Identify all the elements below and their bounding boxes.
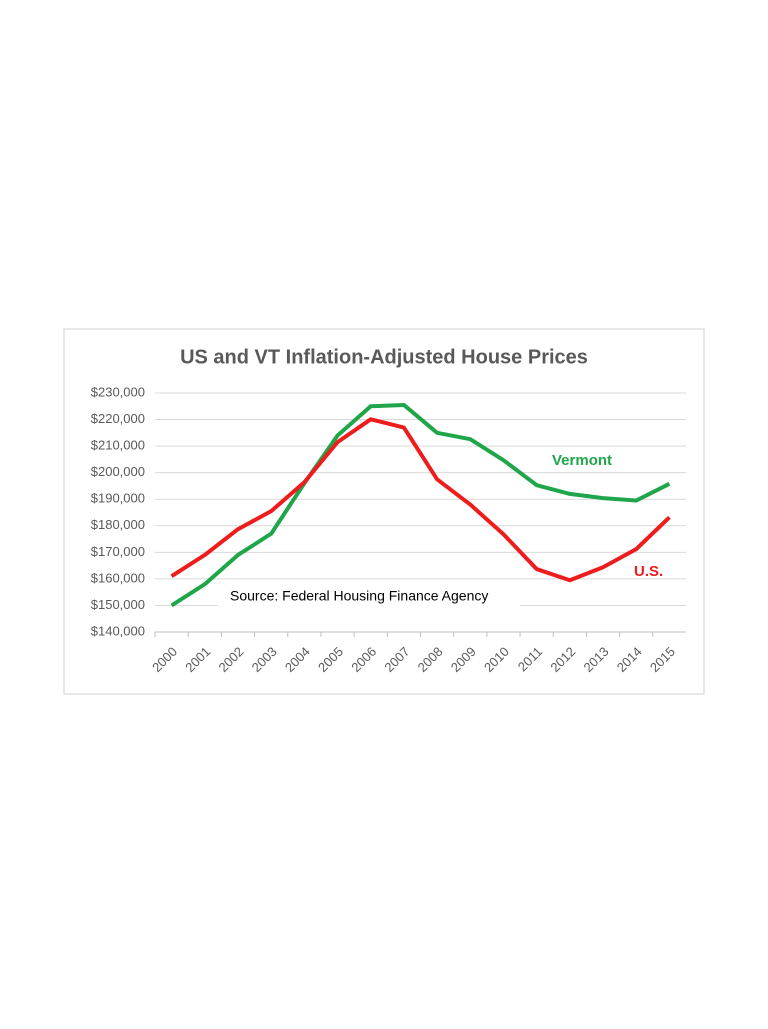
y-tick-label: $190,000 [91,491,145,506]
y-tick-label: $220,000 [91,411,145,426]
legend-label: U.S. [634,563,663,580]
y-tick-label: $150,000 [91,597,145,612]
y-tick-label: $230,000 [91,384,145,399]
y-tick-label: $140,000 [91,623,145,638]
y-tick-label: $200,000 [91,464,145,479]
annotation: Source: Federal Housing Finance Agency [230,588,488,604]
legend-label: Vermont [552,452,612,469]
series-line [170,402,671,608]
y-tick-label: $170,000 [91,544,145,559]
y-tick-label: $160,000 [91,570,145,585]
chart-frame [63,328,705,695]
y-tick-label: $180,000 [91,517,145,532]
series-line [170,417,671,583]
chart-title: US and VT Inflation-Adjusted House Price… [180,346,588,368]
y-tick-label: $210,000 [91,438,145,453]
annotation-background [218,584,520,610]
